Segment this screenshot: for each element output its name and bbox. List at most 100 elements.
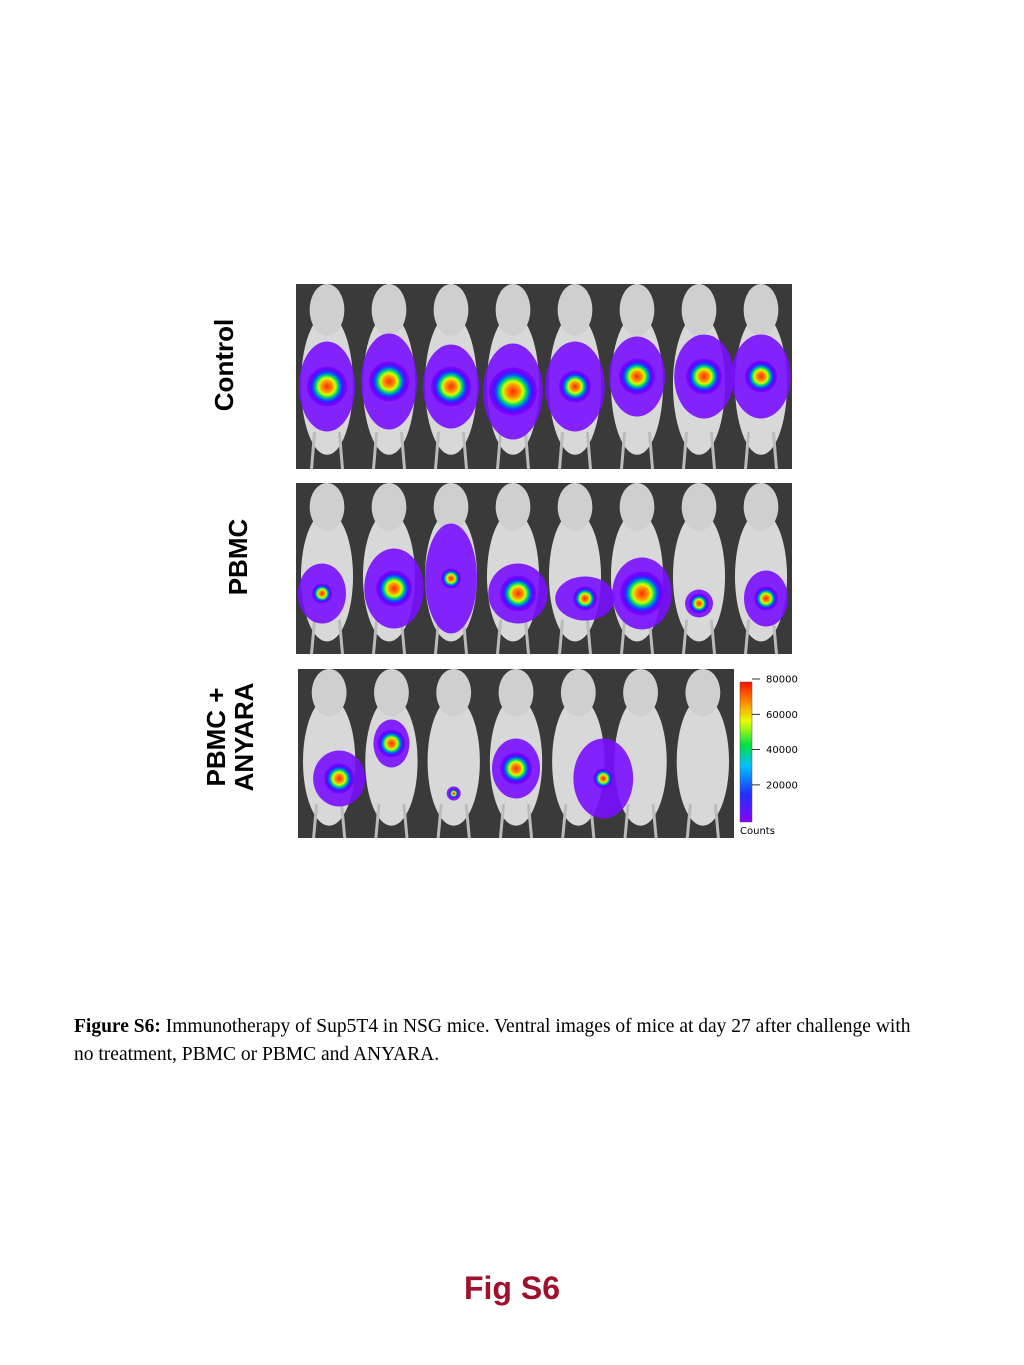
mouse-body bbox=[548, 511, 602, 642]
mouse-leg bbox=[561, 804, 568, 839]
footer: Fig S6 bbox=[463, 1270, 560, 1306]
mouse-head bbox=[371, 284, 407, 336]
mouse-head bbox=[623, 669, 659, 717]
mouse-head bbox=[619, 483, 655, 531]
colorbar-tick-label: 80000 bbox=[766, 675, 798, 686]
mouse-leg bbox=[340, 804, 347, 839]
signal-hotspot bbox=[448, 788, 459, 799]
mouse-head bbox=[495, 284, 531, 336]
mouse-leg bbox=[374, 804, 381, 839]
mouse-leg bbox=[744, 431, 751, 470]
signal-hotspot bbox=[307, 366, 347, 407]
mouse-head bbox=[495, 483, 531, 531]
colorbar-tick-label: 20000 bbox=[766, 780, 798, 791]
mouse-leg bbox=[647, 431, 654, 470]
mouse-leg bbox=[498, 804, 506, 839]
row-labels: Control PBMC PBMC +ANYARA bbox=[201, 319, 259, 792]
mouse-head bbox=[743, 483, 779, 531]
mouse-images bbox=[296, 284, 792, 839]
signal-hotspot bbox=[500, 575, 536, 612]
mouse-leg bbox=[337, 431, 344, 470]
mouse-leg bbox=[434, 431, 441, 470]
mouse-head bbox=[371, 483, 407, 531]
mouse-leg bbox=[685, 804, 692, 839]
mouse-head bbox=[681, 284, 717, 336]
mouse-leg bbox=[713, 804, 720, 839]
mouse-leg bbox=[709, 619, 716, 655]
signal-hotspot bbox=[489, 367, 537, 416]
signal-hotspot bbox=[745, 360, 777, 393]
row-label: PBMC bbox=[223, 519, 253, 596]
mouse-leg bbox=[709, 431, 716, 470]
signal-hotspot bbox=[369, 361, 409, 402]
mouse-leg bbox=[771, 431, 778, 470]
mouse-leg bbox=[372, 619, 379, 655]
mouse-leg bbox=[682, 619, 689, 655]
mouse-leg bbox=[526, 804, 534, 839]
mouse-leg bbox=[585, 619, 592, 655]
signal-hotspot bbox=[559, 370, 591, 403]
mouse-leg bbox=[310, 431, 317, 470]
mouse-body bbox=[672, 511, 726, 642]
mouse-leg bbox=[523, 619, 530, 655]
mouse-head bbox=[681, 483, 717, 531]
signal-hotspot bbox=[689, 593, 709, 614]
mouse-body bbox=[676, 697, 730, 826]
mouse-head bbox=[311, 669, 347, 717]
caption-label: Figure S6: bbox=[74, 1016, 161, 1037]
mouse-leg bbox=[402, 804, 409, 839]
mouse-leg bbox=[585, 431, 592, 470]
mouse-leg bbox=[682, 431, 689, 470]
mouse-leg bbox=[496, 619, 503, 655]
caption: Figure S6: Immunotherapy of Sup5T4 in NS… bbox=[74, 1013, 934, 1069]
mouse-head bbox=[619, 284, 655, 336]
mouse-head bbox=[309, 284, 345, 336]
signal-hotspot bbox=[754, 586, 778, 611]
mouse-leg bbox=[399, 431, 406, 470]
mouse-leg bbox=[436, 804, 443, 839]
colorbar-unit: Counts bbox=[740, 826, 775, 837]
signal-hotspot bbox=[376, 570, 412, 607]
signal-hotspot bbox=[441, 568, 461, 589]
mouse-leg bbox=[312, 804, 319, 839]
mouse-leg bbox=[620, 431, 627, 470]
mouse-leg bbox=[464, 804, 471, 839]
mouse-leg bbox=[558, 619, 565, 655]
mouse-head bbox=[433, 483, 469, 531]
mouse-head bbox=[560, 669, 596, 717]
signal-hotspot bbox=[312, 583, 332, 604]
colorbar-tick-label: 40000 bbox=[766, 745, 798, 756]
mouse-leg bbox=[337, 619, 344, 655]
signal-hotspot bbox=[324, 763, 355, 794]
mouse-head bbox=[373, 669, 409, 717]
mouse-head bbox=[436, 669, 472, 717]
signal-hotspot bbox=[619, 358, 655, 395]
signal-hotspot bbox=[620, 571, 664, 616]
colorbar-ticks: 80000 60000 40000 20000 bbox=[752, 675, 798, 791]
colorbar bbox=[739, 681, 753, 823]
colorbar-tick-label: 60000 bbox=[766, 710, 798, 721]
mouse-head bbox=[433, 284, 469, 336]
mouse-leg bbox=[744, 619, 751, 655]
mouse-leg bbox=[461, 431, 468, 470]
mouse-head bbox=[743, 284, 779, 336]
mouse-leg bbox=[620, 619, 627, 655]
mouse-leg bbox=[496, 431, 503, 470]
mouse-head bbox=[309, 483, 345, 531]
mouse-leg bbox=[372, 431, 379, 470]
row-label: Control bbox=[209, 319, 239, 411]
mouse-head bbox=[685, 669, 721, 717]
mouse-leg bbox=[651, 804, 658, 839]
mouse-leg bbox=[523, 431, 530, 470]
row-label: PBMC + bbox=[201, 688, 231, 787]
signal-hotspot bbox=[573, 586, 597, 611]
mouse-head bbox=[557, 483, 593, 531]
signal-hotspot bbox=[431, 366, 471, 407]
signal-hotspot bbox=[593, 768, 614, 789]
mouse-leg bbox=[771, 619, 778, 655]
row-label: ANYARA bbox=[229, 682, 259, 791]
mouse-leg bbox=[623, 804, 630, 839]
signal-hotspot bbox=[377, 729, 406, 758]
